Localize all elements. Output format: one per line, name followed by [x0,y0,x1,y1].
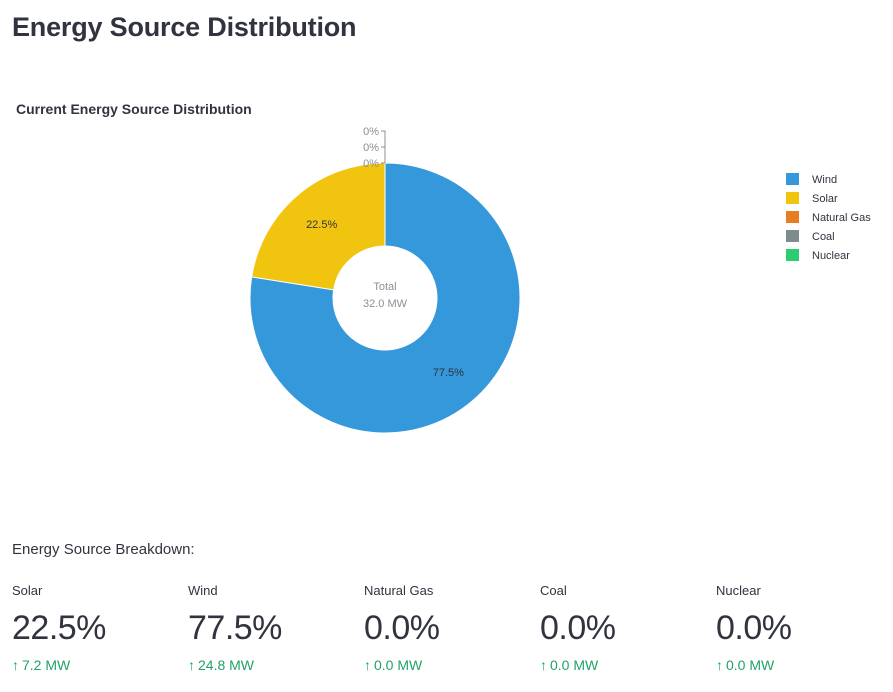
center-label-total: Total [373,281,396,293]
legend-label: Nuclear [812,250,850,262]
pie-chart: Current Energy Source Distribution Total… [16,101,871,434]
arrow-up-icon: ↑ [12,657,19,673]
arrow-up-icon: ↑ [716,657,723,673]
metric-value: 0.0% [716,609,792,647]
arrow-up-icon: ↑ [188,657,195,673]
legend-swatch [786,249,799,261]
legend-item-nuclear[interactable]: Nuclear [786,249,850,262]
metrics-row: Solar 22.5% ↑ 7.2 MW Wind 77.5% ↑ 24.8 MW … [12,582,882,682]
metric-delta-value: 0.0 MW [374,657,423,673]
pie-slice-solar[interactable] [251,162,386,291]
legend-item-natural-gas[interactable]: Natural Gas [786,211,871,224]
legend-label: Natural Gas [812,212,871,224]
legend-swatch [786,230,799,242]
metric-wind: Wind 77.5% ↑ 24.8 MW [188,582,358,674]
metric-delta-value: 0.0 MW [550,657,599,673]
legend-label: Solar [812,193,838,205]
metric-delta: ↑ 24.8 MW [188,656,358,674]
metric-natural-gas: Natural Gas 0.0% ↑ 0.0 MW [364,582,534,674]
legend-label: Wind [812,174,837,186]
slice-label-coal: 0% [363,142,379,154]
slice-label-solar: 22.5% [306,219,337,231]
metric-delta-value: 24.8 MW [198,657,255,673]
legend-item-wind[interactable]: Wind [786,173,837,186]
metric-coal: Coal 0.0% ↑ 0.0 MW [540,582,710,674]
pie-chart-container: Current Energy Source Distribution Total… [0,90,893,490]
slice-label-natural-gas: 0% [363,126,379,138]
metric-nuclear: Nuclear 0.0% ↑ 0.0 MW [716,582,886,674]
metric-solar: Solar 22.5% ↑ 7.2 MW [12,582,182,674]
metric-value: 22.5% [12,609,106,647]
metric-label: Natural Gas [364,583,434,598]
metric-delta: ↑ 0.0 MW [716,656,886,674]
metric-label: Coal [540,583,567,598]
metric-label: Nuclear [716,583,761,598]
legend-item-solar[interactable]: Solar [786,192,838,205]
leader-line-coal [381,146,386,163]
metric-label: Wind [188,583,218,598]
legend-swatch [786,211,799,223]
page-title: Energy Source Distribution [12,12,357,42]
metric-delta: ↑ 7.2 MW [12,656,182,674]
slice-label-wind: 77.5% [433,367,464,379]
chart-legend: Wind Solar Natural Gas Coal Nuclear [786,173,871,262]
metric-delta-value: 0.0 MW [726,657,775,673]
metric-value: 77.5% [188,609,282,647]
metric-value: 0.0% [364,609,440,647]
metric-delta: ↑ 0.0 MW [540,656,710,674]
slice-label-nuclear: 0% [363,158,379,170]
breakdown-heading: Energy Source Breakdown: [12,541,195,558]
legend-label: Coal [812,231,835,243]
arrow-up-icon: ↑ [540,657,547,673]
metric-value: 0.0% [540,609,616,647]
legend-swatch [786,192,799,204]
metric-delta-value: 7.2 MW [22,657,71,673]
legend-swatch [786,173,799,185]
legend-item-coal[interactable]: Coal [786,230,835,243]
pie-slice-wind[interactable] [249,162,521,434]
chart-title: Current Energy Source Distribution [16,101,252,117]
arrow-up-icon: ↑ [364,657,371,673]
metric-delta: ↑ 0.0 MW [364,656,534,674]
center-label-value: 32.0 MW [363,298,408,310]
metric-label: Solar [12,583,43,598]
